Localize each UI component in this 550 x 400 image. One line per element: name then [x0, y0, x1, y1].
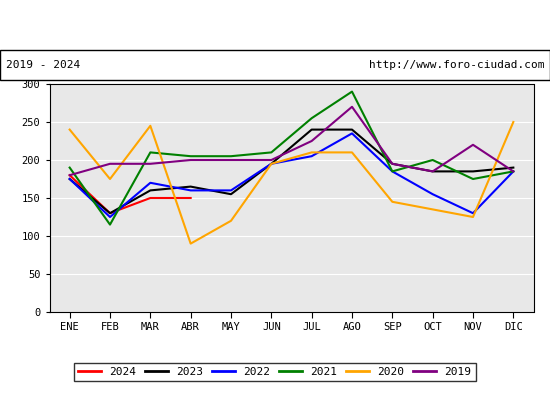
Text: Evolucion Nº Turistas Extranjeros en el municipio de La Puebla de Valverde: Evolucion Nº Turistas Extranjeros en el …: [0, 18, 550, 32]
Text: http://www.foro-ciudad.com: http://www.foro-ciudad.com: [369, 60, 544, 70]
Text: 2019 - 2024: 2019 - 2024: [6, 60, 80, 70]
Legend: 2024, 2023, 2022, 2021, 2020, 2019: 2024, 2023, 2022, 2021, 2020, 2019: [74, 362, 476, 382]
